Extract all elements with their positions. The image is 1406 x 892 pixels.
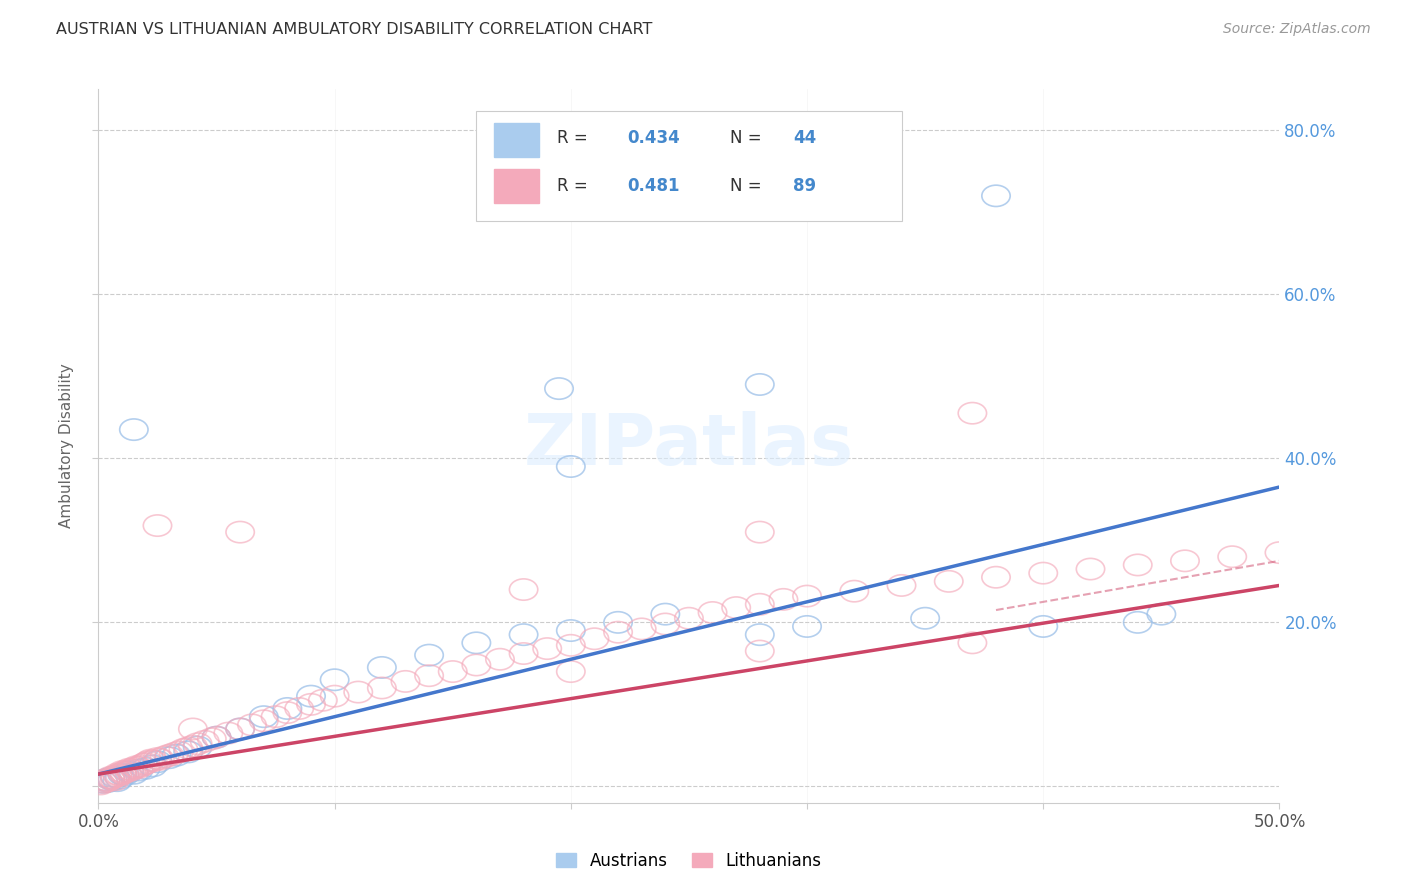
Text: AUSTRIAN VS LITHUANIAN AMBULATORY DISABILITY CORRELATION CHART: AUSTRIAN VS LITHUANIAN AMBULATORY DISABI… xyxy=(56,22,652,37)
Text: N =: N = xyxy=(730,177,768,194)
Bar xyxy=(494,123,538,157)
Y-axis label: Ambulatory Disability: Ambulatory Disability xyxy=(59,364,75,528)
Text: N =: N = xyxy=(730,128,768,146)
Text: 89: 89 xyxy=(793,177,815,194)
Text: 44: 44 xyxy=(793,128,815,146)
Text: 0.481: 0.481 xyxy=(627,177,681,194)
Text: R =: R = xyxy=(557,128,593,146)
Text: 0.434: 0.434 xyxy=(627,128,681,146)
FancyBboxPatch shape xyxy=(477,111,901,221)
Text: ZIPatlas: ZIPatlas xyxy=(524,411,853,481)
Bar xyxy=(494,169,538,203)
Text: R =: R = xyxy=(557,177,593,194)
Legend: Austrians, Lithuanians: Austrians, Lithuanians xyxy=(550,846,828,877)
Text: Source: ZipAtlas.com: Source: ZipAtlas.com xyxy=(1223,22,1371,37)
